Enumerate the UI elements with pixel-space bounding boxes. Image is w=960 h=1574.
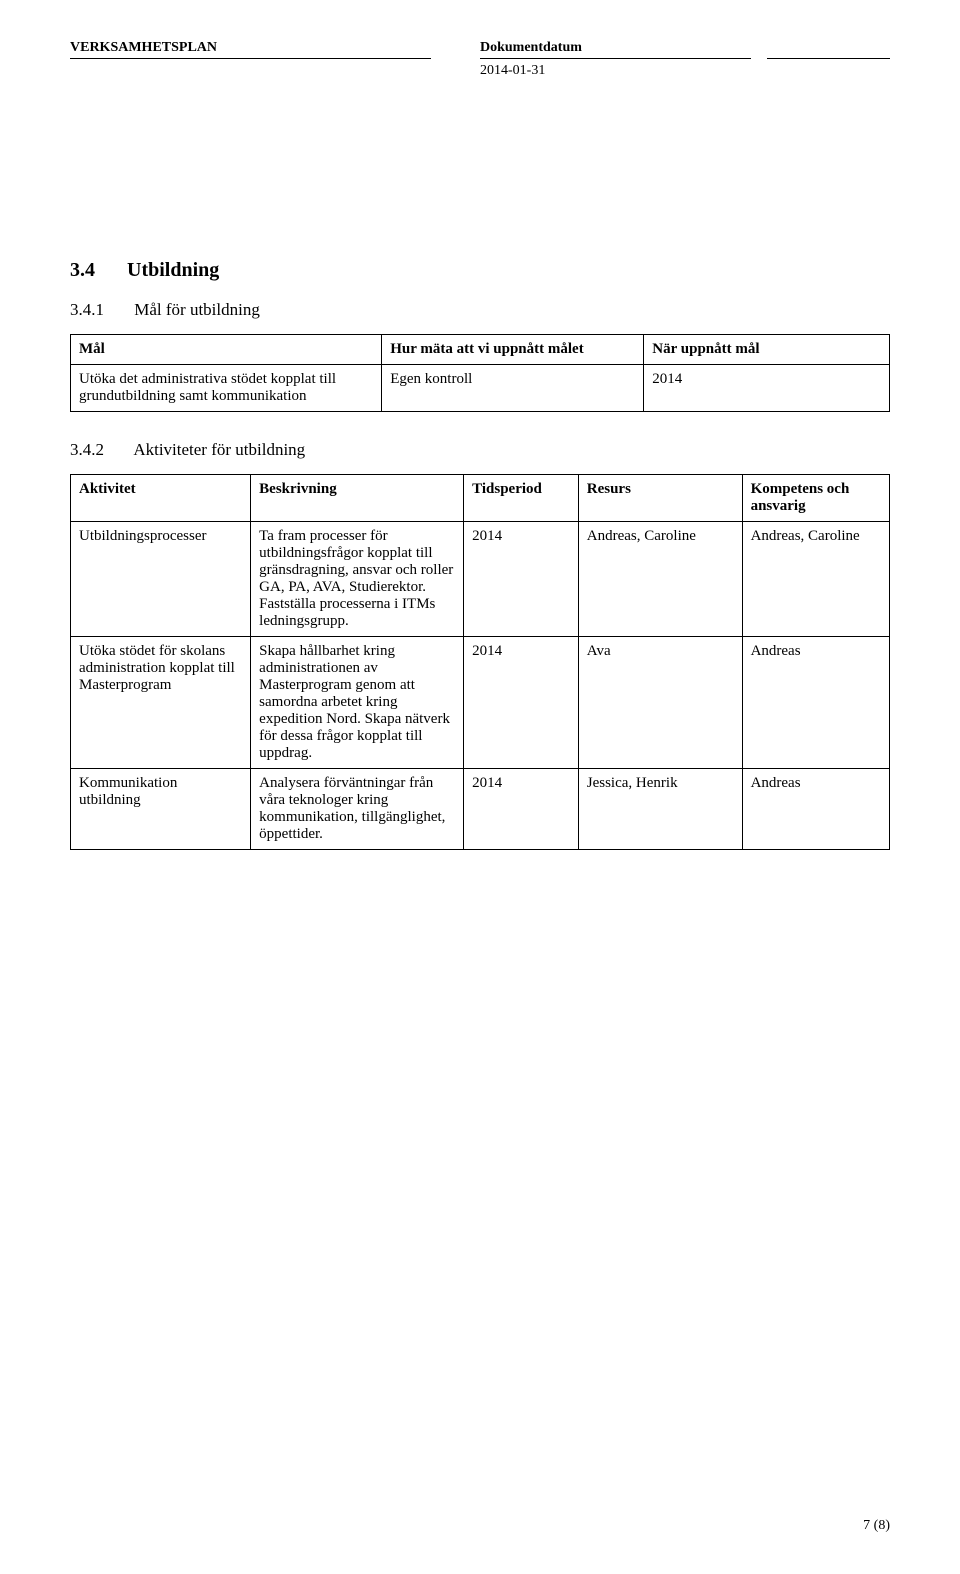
- col-header: Beskrivning: [251, 475, 464, 522]
- cell: Ta fram processer för utbildningsfrågor …: [251, 522, 464, 637]
- header-left-title: VERKSAMHETSPLAN: [70, 40, 480, 56]
- cell: Utbildningsprocesser: [71, 522, 251, 637]
- col-header: Kompetens och ansvarig: [742, 475, 889, 522]
- cell: 2014: [644, 365, 890, 412]
- cell: Kommunikation utbildning: [71, 769, 251, 850]
- cell: 2014: [464, 637, 579, 769]
- page: VERKSAMHETSPLAN Dokumentdatum 2014-01-31…: [0, 0, 960, 1574]
- header-rule-left: [70, 58, 431, 59]
- cell: Andreas: [742, 637, 889, 769]
- activities-table: Aktivitet Beskrivning Tidsperiod Resurs …: [70, 474, 890, 850]
- col-header: Aktivitet: [71, 475, 251, 522]
- table-header-row: Mål Hur mäta att vi uppnått målet När up…: [71, 335, 890, 365]
- table-row: Utöka stödet för skolans administration …: [71, 637, 890, 769]
- col-header: Hur mäta att vi uppnått målet: [382, 335, 644, 365]
- subsection-num: 3.4.1: [70, 300, 130, 320]
- cell: Andreas, Caroline: [578, 522, 742, 637]
- table-row: Utöka det administrativa stödet kopplat …: [71, 365, 890, 412]
- cell: Skapa hållbarhet kring administrationen …: [251, 637, 464, 769]
- cell: Andreas: [742, 769, 889, 850]
- col-header: När uppnått mål: [644, 335, 890, 365]
- subsection-heading: 3.4.2 Aktiviteter för utbildning: [70, 440, 890, 460]
- subsection-title: Mål för utbildning: [134, 300, 260, 319]
- section-heading: 3.4 Utbildning: [70, 259, 890, 282]
- header-date: 2014-01-31: [480, 63, 890, 79]
- cell: Utöka stödet för skolans administration …: [71, 637, 251, 769]
- cell: Andreas, Caroline: [742, 522, 889, 637]
- cell: Ava: [578, 637, 742, 769]
- col-header: Resurs: [578, 475, 742, 522]
- cell: 2014: [464, 769, 579, 850]
- table-header-row: Aktivitet Beskrivning Tidsperiod Resurs …: [71, 475, 890, 522]
- section-num: 3.4: [70, 259, 122, 282]
- subsection-num: 3.4.2: [70, 440, 130, 460]
- subsection-heading: 3.4.1 Mål för utbildning: [70, 300, 890, 320]
- cell: Utöka det administrativa stödet kopplat …: [71, 365, 382, 412]
- col-header: Mål: [71, 335, 382, 365]
- goals-table: Mål Hur mäta att vi uppnått målet När up…: [70, 334, 890, 412]
- header-right: Dokumentdatum: [480, 40, 890, 56]
- table-row: Utbildningsprocesser Ta fram processer f…: [71, 522, 890, 637]
- header-rule-right: [767, 58, 890, 59]
- header-rule-mid: [480, 58, 751, 59]
- header-rules: [70, 58, 890, 59]
- subsection-title: Aktiviteter för utbildning: [133, 440, 305, 459]
- cell: 2014: [464, 522, 579, 637]
- content: 3.4 Utbildning 3.4.1 Mål för utbildning …: [70, 259, 890, 850]
- header-right-label: Dokumentdatum: [480, 40, 582, 55]
- col-header: Tidsperiod: [464, 475, 579, 522]
- cell: Analysera förväntningar från våra teknol…: [251, 769, 464, 850]
- table-row: Kommunikation utbildning Analysera förvä…: [71, 769, 890, 850]
- page-header: VERKSAMHETSPLAN Dokumentdatum: [70, 40, 890, 56]
- page-number: 7 (8): [863, 1518, 890, 1534]
- cell: Jessica, Henrik: [578, 769, 742, 850]
- cell: Egen kontroll: [382, 365, 644, 412]
- section-title: Utbildning: [127, 259, 219, 281]
